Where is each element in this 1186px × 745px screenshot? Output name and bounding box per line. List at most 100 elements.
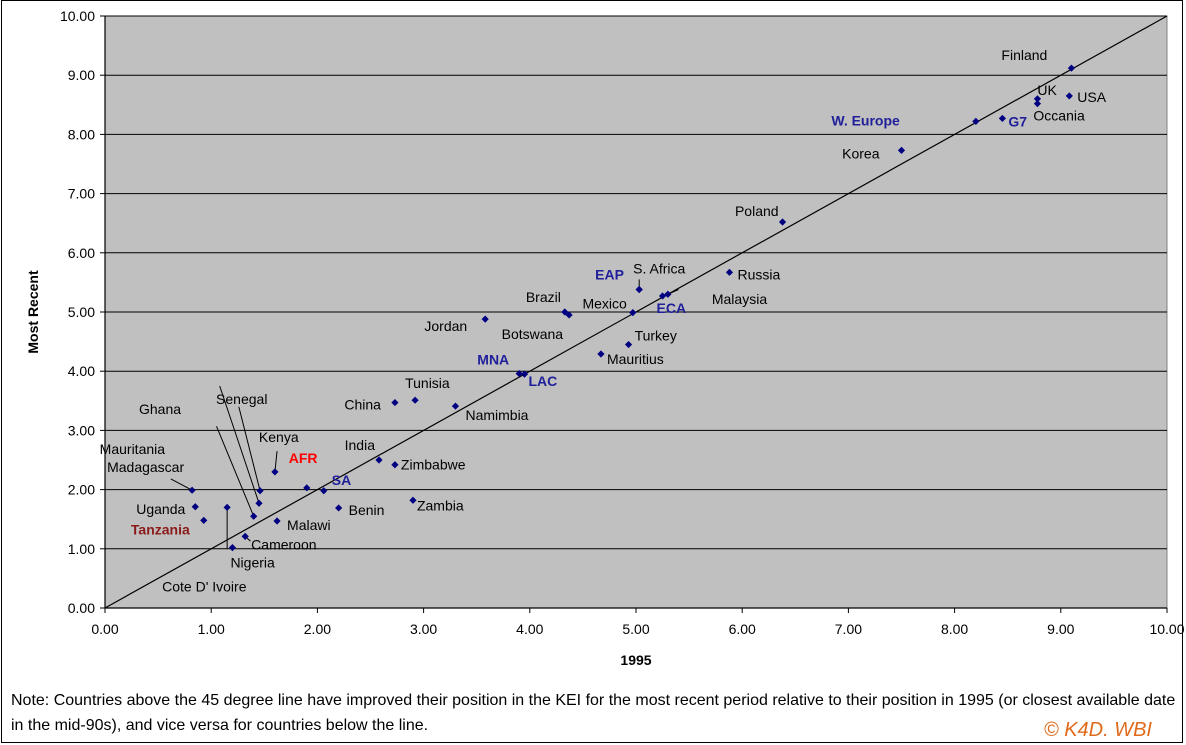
marker-cote-d-ivoire bbox=[223, 503, 231, 511]
point-label-mauritius: Mauritius bbox=[607, 351, 664, 367]
y-tick-label: 8.00 bbox=[68, 126, 95, 142]
point-label-w-europe: W. Europe bbox=[831, 112, 900, 128]
marker-sa bbox=[320, 487, 328, 495]
point-label-kenya: Kenya bbox=[259, 429, 299, 445]
marker-benin bbox=[335, 504, 343, 512]
marker-uk bbox=[1033, 95, 1042, 103]
point-label-ghana: Ghana bbox=[139, 401, 181, 417]
marker-lac bbox=[520, 370, 529, 378]
point-label-cote-d-ivoire: Cote D' Ivoire bbox=[162, 578, 247, 594]
point-label-russia: Russia bbox=[737, 266, 780, 282]
marker-mexico bbox=[629, 308, 637, 317]
marker-china bbox=[391, 398, 399, 407]
point-label-korea: Korea bbox=[842, 145, 880, 161]
copyright-credit: © K4D. WBI bbox=[1043, 719, 1152, 741]
x-tick-label: 5.00 bbox=[622, 621, 649, 637]
marker-eca bbox=[658, 292, 667, 300]
x-tick-label: 6.00 bbox=[729, 621, 756, 637]
x-tick-label: 8.00 bbox=[941, 621, 968, 637]
leader-line bbox=[219, 385, 260, 504]
point-label-malaysia: Malaysia bbox=[712, 291, 767, 307]
marker-eap bbox=[635, 285, 643, 294]
y-tick-label: 0.00 bbox=[68, 600, 95, 616]
point-label-eap: EAP bbox=[595, 267, 624, 283]
marker-malaysia bbox=[664, 290, 672, 298]
marker-zimbabwe bbox=[391, 461, 399, 469]
marker-senegal bbox=[256, 487, 264, 495]
point-label-poland: Poland bbox=[735, 203, 779, 219]
marker-zambia bbox=[409, 496, 417, 504]
x-tick-label: 10.00 bbox=[1149, 621, 1184, 637]
point-label-occania: Occania bbox=[1033, 108, 1085, 124]
reference-line-45deg bbox=[104, 15, 1168, 609]
marker-poland bbox=[778, 218, 787, 226]
leader-line bbox=[216, 426, 255, 517]
kei-scatter-chart: 0.00 1.00 2.00 3.00 4.00 5.00 6.00 7.00 8.00 9.00… bbox=[25, 8, 1185, 668]
point-label-turkey: Turkey bbox=[635, 328, 677, 344]
point-label-nigeria: Nigeria bbox=[230, 555, 275, 571]
point-label-cameroon: Cameroon bbox=[251, 536, 316, 552]
point-label-afr: AFR bbox=[289, 450, 318, 466]
marker-botswana bbox=[565, 311, 573, 319]
point-label-uk: UK bbox=[1037, 82, 1057, 98]
point-label-sa: SA bbox=[332, 472, 351, 488]
point-label-tanzania: Tanzania bbox=[131, 521, 190, 537]
marker-nigeria bbox=[228, 544, 237, 552]
marker-usa bbox=[1065, 92, 1073, 100]
point-label-botswana: Botswana bbox=[502, 326, 564, 342]
y-axis-title: Most Recent bbox=[25, 270, 41, 354]
x-tick-label: 2.00 bbox=[304, 621, 331, 637]
marker-tanzania bbox=[200, 516, 208, 524]
marker-mauritania bbox=[250, 512, 258, 520]
marker-tunisia bbox=[411, 396, 419, 404]
marker-malawi bbox=[273, 517, 281, 525]
marker-jordan bbox=[481, 315, 489, 323]
point-label-g7: G7 bbox=[1008, 113, 1027, 129]
point-label-jordan: Jordan bbox=[424, 318, 467, 334]
marker-mauritius bbox=[597, 350, 605, 358]
point-label-zambia: Zambia bbox=[417, 497, 464, 513]
marker-uganda bbox=[191, 503, 199, 511]
point-label-finland: Finland bbox=[1001, 47, 1047, 63]
y-tick-label: 7.00 bbox=[68, 186, 95, 202]
point-label-lac: LAC bbox=[528, 373, 557, 389]
marker-mna bbox=[515, 369, 523, 378]
point-label-tunisia: Tunisia bbox=[405, 375, 450, 391]
marker-madagascar bbox=[188, 486, 196, 494]
marker-kenya bbox=[271, 468, 279, 476]
point-label-namimbia: Namimbia bbox=[465, 407, 528, 423]
y-tick-label: 1.00 bbox=[68, 541, 95, 557]
point-label-benin: Benin bbox=[349, 502, 385, 518]
x-tick-label: 4.00 bbox=[516, 621, 543, 637]
marker-russia bbox=[725, 268, 734, 276]
marker-g7 bbox=[998, 114, 1006, 123]
point-label-brazil: Brazil bbox=[526, 289, 561, 305]
marker-finland bbox=[1067, 64, 1076, 72]
y-tick-label: 6.00 bbox=[68, 245, 95, 261]
point-label-usa: USA bbox=[1077, 89, 1106, 105]
marker-cameroon bbox=[241, 532, 249, 540]
y-tick-label: 2.00 bbox=[68, 482, 95, 498]
leader-line bbox=[274, 451, 278, 472]
point-label-india: India bbox=[345, 437, 376, 453]
marker-w-europe bbox=[972, 117, 980, 125]
leader-line bbox=[170, 478, 193, 491]
point-label-china: China bbox=[344, 397, 381, 413]
point-label-malawi: Malawi bbox=[287, 517, 331, 533]
point-label-uganda: Uganda bbox=[136, 501, 185, 517]
marker-ghana bbox=[255, 499, 263, 507]
x-tick-label: 0.00 bbox=[91, 621, 118, 637]
point-label-mna: MNA bbox=[477, 352, 509, 368]
x-axis-title: 1995 bbox=[620, 652, 651, 668]
point-label-madagascar: Madagascar bbox=[107, 459, 184, 475]
x-tick-label: 7.00 bbox=[835, 621, 862, 637]
chart-note: Note: Countries above the 45 degree line… bbox=[11, 692, 1176, 734]
marker-afr bbox=[303, 484, 311, 492]
leader-line bbox=[238, 406, 261, 491]
y-tick-label: 9.00 bbox=[68, 67, 95, 83]
marker-namimbia bbox=[451, 402, 460, 410]
marker-korea bbox=[897, 146, 906, 154]
point-label-eca: ECA bbox=[657, 300, 687, 316]
x-tick-label: 1.00 bbox=[198, 621, 225, 637]
marker-brazil bbox=[561, 308, 569, 316]
